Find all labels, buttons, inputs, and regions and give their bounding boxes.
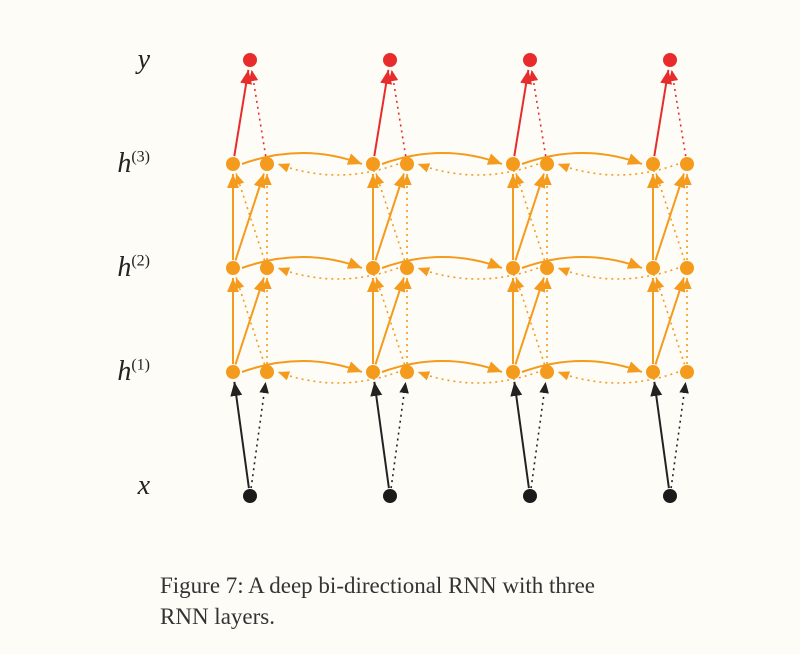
- rnn-diagram: y h(3) h(2) h(1) x Figure 7: A deep bi-d…: [0, 0, 800, 654]
- diagram-svg: [0, 0, 800, 560]
- figure-caption: Figure 7: A deep bi-directional RNN with…: [160, 570, 640, 632]
